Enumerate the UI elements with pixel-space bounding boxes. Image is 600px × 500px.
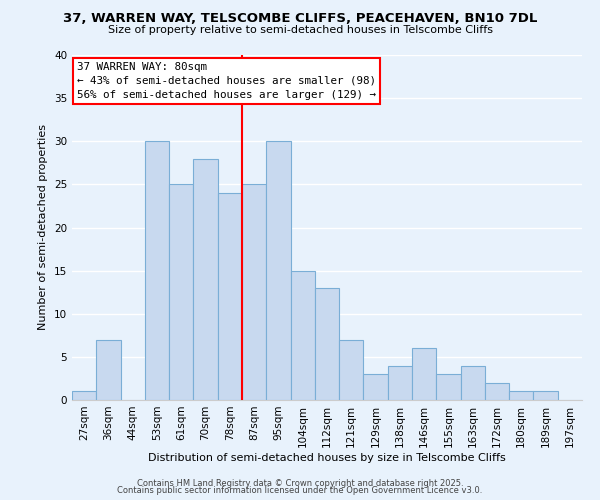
Bar — [485, 383, 509, 400]
Bar — [339, 340, 364, 400]
Text: Contains HM Land Registry data © Crown copyright and database right 2025.: Contains HM Land Registry data © Crown c… — [137, 478, 463, 488]
Bar — [193, 158, 218, 400]
Bar — [290, 270, 315, 400]
Bar — [509, 392, 533, 400]
Bar — [461, 366, 485, 400]
Bar — [388, 366, 412, 400]
Bar — [364, 374, 388, 400]
Text: 37, WARREN WAY, TELSCOMBE CLIFFS, PEACEHAVEN, BN10 7DL: 37, WARREN WAY, TELSCOMBE CLIFFS, PEACEH… — [63, 12, 537, 26]
Text: Size of property relative to semi-detached houses in Telscombe Cliffs: Size of property relative to semi-detach… — [107, 25, 493, 35]
X-axis label: Distribution of semi-detached houses by size in Telscombe Cliffs: Distribution of semi-detached houses by … — [148, 452, 506, 462]
Bar — [242, 184, 266, 400]
Bar — [96, 340, 121, 400]
Bar — [315, 288, 339, 400]
Bar — [436, 374, 461, 400]
Bar — [266, 141, 290, 400]
Text: Contains public sector information licensed under the Open Government Licence v3: Contains public sector information licen… — [118, 486, 482, 495]
Bar — [169, 184, 193, 400]
Bar — [533, 392, 558, 400]
Text: 37 WARREN WAY: 80sqm
← 43% of semi-detached houses are smaller (98)
56% of semi-: 37 WARREN WAY: 80sqm ← 43% of semi-detac… — [77, 62, 376, 100]
Bar — [145, 141, 169, 400]
Bar — [412, 348, 436, 400]
Bar — [72, 392, 96, 400]
Bar — [218, 193, 242, 400]
Y-axis label: Number of semi-detached properties: Number of semi-detached properties — [38, 124, 49, 330]
